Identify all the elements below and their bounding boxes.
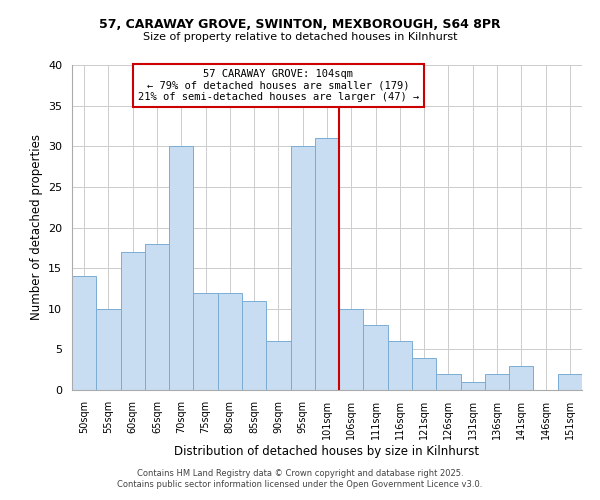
Text: Contains HM Land Registry data © Crown copyright and database right 2025.: Contains HM Land Registry data © Crown c…	[137, 468, 463, 477]
Bar	[218, 292, 242, 390]
Bar	[436, 374, 461, 390]
Bar	[461, 382, 485, 390]
Text: 57, CARAWAY GROVE, SWINTON, MEXBOROUGH, S64 8PR: 57, CARAWAY GROVE, SWINTON, MEXBOROUGH, …	[99, 18, 501, 30]
Bar	[558, 374, 582, 390]
Bar	[121, 252, 145, 390]
Bar	[145, 244, 169, 390]
Y-axis label: Number of detached properties: Number of detached properties	[29, 134, 43, 320]
Bar	[509, 366, 533, 390]
Bar	[485, 374, 509, 390]
Bar	[315, 138, 339, 390]
Bar	[169, 146, 193, 390]
Bar	[193, 292, 218, 390]
Text: 57 CARAWAY GROVE: 104sqm
← 79% of detached houses are smaller (179)
21% of semi-: 57 CARAWAY GROVE: 104sqm ← 79% of detach…	[138, 69, 419, 102]
Bar	[388, 341, 412, 390]
Bar	[290, 146, 315, 390]
X-axis label: Distribution of detached houses by size in Kilnhurst: Distribution of detached houses by size …	[175, 444, 479, 458]
Bar	[412, 358, 436, 390]
Bar	[242, 300, 266, 390]
Bar	[339, 308, 364, 390]
Bar	[364, 325, 388, 390]
Bar	[72, 276, 96, 390]
Text: Size of property relative to detached houses in Kilnhurst: Size of property relative to detached ho…	[143, 32, 457, 42]
Bar	[96, 308, 121, 390]
Bar	[266, 341, 290, 390]
Text: Contains public sector information licensed under the Open Government Licence v3: Contains public sector information licen…	[118, 480, 482, 489]
